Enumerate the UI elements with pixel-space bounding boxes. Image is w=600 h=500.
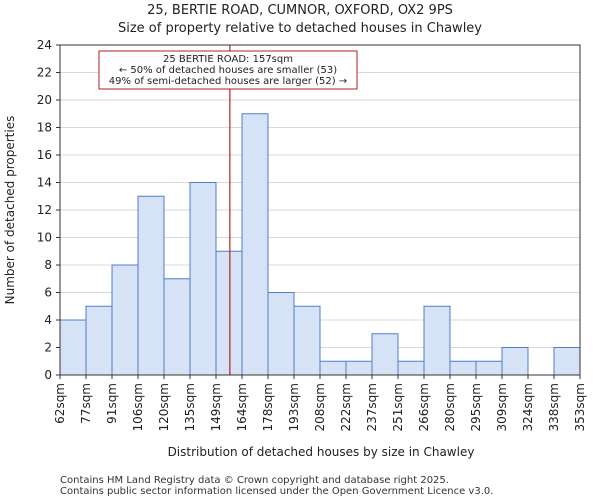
x-tick-label: 266sqm — [417, 383, 431, 431]
annotation-box: 25 BERTIE ROAD: 157sqm ← 50% of detached… — [98, 50, 358, 90]
chart-title: 25, BERTIE ROAD, CUMNOR, OXFORD, OX2 9PS — [147, 3, 453, 18]
y-tick-label: 12 — [37, 203, 52, 217]
plot-frame — [59, 44, 581, 376]
bar — [267, 292, 295, 376]
y-tick-label: 20 — [37, 93, 52, 107]
x-tick-label: 309sqm — [495, 383, 509, 431]
bar — [85, 305, 113, 376]
bars — [59, 113, 581, 376]
y-tick-label: 0 — [44, 368, 52, 382]
bar — [241, 113, 269, 376]
bar — [345, 360, 373, 376]
y-tick-label: 8 — [44, 258, 52, 272]
bar — [397, 360, 425, 376]
x-tick-label: 251sqm — [391, 383, 405, 431]
x-tick-label: 77sqm — [79, 383, 93, 424]
y-tick-label: 4 — [44, 313, 52, 327]
y-tick-label: 22 — [37, 66, 52, 80]
y-axis-label: Number of detached properties — [3, 116, 17, 305]
bar — [189, 182, 217, 376]
x-tick-label: 62sqm — [53, 383, 67, 424]
x-tick-label: 222sqm — [339, 383, 353, 431]
y-tick-label: 24 — [37, 38, 52, 52]
x-tick-label: 237sqm — [365, 383, 379, 431]
x-axis-label: Distribution of detached houses by size … — [168, 445, 475, 459]
x-tick-label: 149sqm — [209, 383, 223, 431]
bar — [215, 250, 243, 376]
bar — [111, 264, 139, 376]
bar — [553, 347, 581, 376]
bar — [59, 319, 87, 376]
y-tick-label: 2 — [44, 341, 52, 355]
x-tick-label: 324sqm — [521, 383, 535, 431]
x-tick-label: 193sqm — [287, 383, 301, 431]
y-tick-label: 10 — [37, 231, 52, 245]
y-tick-label: 14 — [37, 176, 52, 190]
x-tick-label: 91sqm — [105, 383, 119, 424]
x-tick-label: 120sqm — [157, 383, 171, 431]
y-tick-label: 6 — [44, 286, 52, 300]
bar — [449, 360, 477, 376]
x-tick-label: 164sqm — [235, 383, 249, 431]
y-tick-label: 18 — [37, 121, 52, 135]
footer-line-1: Contains HM Land Registry data © Crown c… — [60, 475, 449, 486]
annotation-line-1: 25 BERTIE ROAD: 157sqm — [163, 54, 293, 65]
bar — [293, 305, 321, 376]
bar — [137, 195, 165, 376]
bar — [423, 305, 451, 376]
bar — [501, 347, 529, 376]
x-tick-label: 280sqm — [443, 383, 457, 431]
y-tick-label: 16 — [37, 148, 52, 162]
x-tick-label: 353sqm — [573, 383, 587, 431]
footer-line-2: Contains public sector information licen… — [60, 486, 493, 497]
x-tick-label: 178sqm — [261, 383, 275, 431]
x-tick-label: 135sqm — [183, 383, 197, 431]
chart-subtitle: Size of property relative to detached ho… — [118, 21, 482, 36]
x-tick-label: 208sqm — [313, 383, 327, 431]
bar — [371, 333, 399, 376]
x-tick-label: 338sqm — [547, 383, 561, 431]
x-tick-label: 295sqm — [469, 383, 483, 431]
annotation-line-2: ← 50% of detached houses are smaller (53… — [119, 65, 337, 76]
bar — [475, 360, 503, 376]
annotation-line-3: 49% of semi-detached houses are larger (… — [109, 76, 347, 87]
bar — [163, 278, 191, 376]
x-axis: 62sqm 77sqm 91sqm 106sqm 120sqm 135sqm 149sqm 1… — [53, 375, 587, 431]
x-tick-label: 106sqm — [131, 383, 145, 431]
bar — [319, 360, 347, 376]
